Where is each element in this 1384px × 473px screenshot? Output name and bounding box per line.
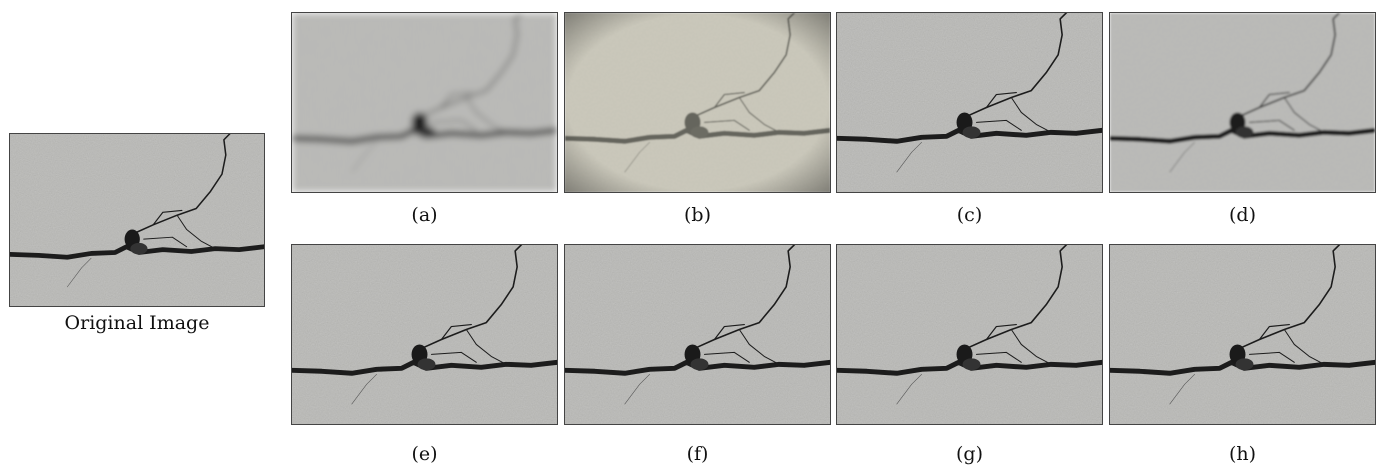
panel-image [1109,244,1376,425]
original-label: Original Image [9,312,265,334]
panel-image [564,244,831,425]
panel-image [291,12,558,193]
panel-label: (f) [564,443,831,465]
panel-image [836,244,1103,425]
panel-image [836,12,1103,193]
panel-label: (c) [836,204,1103,226]
original-image [9,133,265,307]
figure: Original Image (a) (b)(c) (d) (e) (f)(g) (h) [0,0,1384,473]
panel-label: (a) [291,204,558,226]
panel-image [1109,12,1376,193]
panel-label: (d) [1109,204,1376,226]
panel-label: (h) [1109,443,1376,465]
panel-label: (b) [564,204,831,226]
panel-image [564,12,831,193]
panel-image [291,244,558,425]
panel-label: (e) [291,443,558,465]
panel-label: (g) [836,443,1103,465]
